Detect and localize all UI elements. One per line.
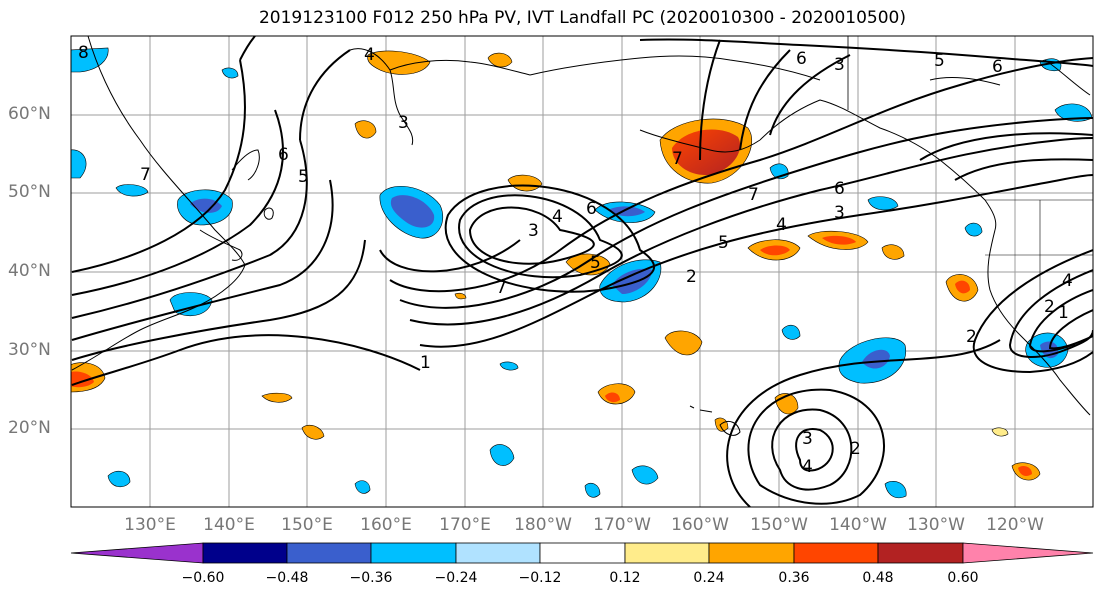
contour-label: 5 bbox=[298, 167, 309, 187]
lon-label: 150°W bbox=[750, 515, 808, 535]
lon-label: 160°W bbox=[671, 515, 729, 535]
lon-label: 160°E bbox=[360, 515, 412, 535]
contour-label: 1 bbox=[1058, 303, 1069, 323]
colorbar-tick-label: 0.36 bbox=[778, 570, 810, 586]
colorbar-swatch bbox=[793, 542, 879, 564]
contour-label: 5 bbox=[934, 51, 945, 71]
contour-label: 5 bbox=[590, 253, 601, 273]
contour-label: 7 bbox=[140, 165, 151, 185]
colorbar-tick-label: 0.24 bbox=[693, 570, 725, 586]
lon-label: 130°W bbox=[907, 515, 965, 535]
colorbar-tick-label: −0.24 bbox=[434, 570, 478, 586]
lat-label: 50°N bbox=[8, 182, 51, 202]
contour-label: 6 bbox=[992, 57, 1003, 77]
contour-label: 6 bbox=[278, 145, 289, 165]
contour-label: 7 bbox=[496, 278, 507, 298]
colorbar-extend-high bbox=[962, 542, 1094, 564]
contour-label: 3 bbox=[528, 221, 539, 241]
lat-label: 60°N bbox=[8, 104, 51, 124]
colorbar-tick-label: 0.60 bbox=[947, 570, 979, 586]
lon-label: 150°E bbox=[281, 515, 333, 535]
colorbar-swatch bbox=[539, 542, 626, 564]
colorbar bbox=[70, 542, 1094, 564]
contour-label: 6 bbox=[796, 49, 807, 69]
pv-contours bbox=[71, 36, 1093, 507]
contour-label: 2 bbox=[966, 327, 977, 347]
colorbar-tick-label: −0.48 bbox=[265, 570, 309, 586]
contour-label: 6 bbox=[834, 179, 845, 199]
contour-label: 2 bbox=[850, 439, 861, 459]
contour-label: 4 bbox=[776, 215, 787, 235]
contour-label: 7 bbox=[748, 185, 759, 205]
lon-label: 120°W bbox=[986, 515, 1044, 535]
contour-label: 3 bbox=[834, 203, 845, 223]
lon-label: 170°W bbox=[593, 515, 651, 535]
colorbar-tick-label: 0.48 bbox=[862, 570, 894, 586]
colorbar-swatch bbox=[877, 542, 964, 564]
map-frame bbox=[70, 35, 1094, 508]
lon-label: 130°E bbox=[124, 515, 176, 535]
colorbar-swatch bbox=[286, 542, 372, 564]
contour-label: 8 bbox=[78, 43, 89, 63]
contour-label: 2 bbox=[686, 267, 697, 287]
lat-label: 20°N bbox=[8, 418, 51, 438]
map-title: 2019123100 F012 250 hPa PV, IVT Landfall… bbox=[258, 8, 906, 28]
lat-label: 40°N bbox=[8, 261, 51, 281]
colorbar-extend-low bbox=[70, 542, 204, 564]
contour-label: 4 bbox=[1062, 271, 1073, 291]
colorbar-swatch bbox=[202, 542, 288, 564]
lon-label: 180°W bbox=[514, 515, 572, 535]
contour-label: 4 bbox=[364, 45, 375, 65]
contour-label: 4 bbox=[802, 457, 813, 477]
contour-label: 5 bbox=[718, 233, 729, 253]
colorbar-tick-label: −0.60 bbox=[181, 570, 225, 586]
lat-label: 30°N bbox=[8, 340, 51, 360]
colorbar-tick-label: −0.12 bbox=[518, 570, 562, 586]
contour-label: 3 bbox=[802, 429, 813, 449]
lon-label: 170°E bbox=[439, 515, 491, 535]
contour-label: 2 bbox=[1044, 297, 1055, 317]
contour-label: 3 bbox=[834, 55, 845, 75]
contour-label: 4 bbox=[552, 207, 563, 227]
contour-label: 1 bbox=[420, 353, 431, 373]
colorbar-swatch bbox=[455, 542, 541, 564]
contour-label: 7 bbox=[672, 149, 683, 169]
shaded-anomalies bbox=[71, 47, 1093, 499]
lon-label: 140°W bbox=[829, 515, 887, 535]
colorbar-tick-label: −0.36 bbox=[349, 570, 393, 586]
colorbar-swatch bbox=[708, 542, 795, 564]
contour-labels: 8 7 6 5 4 3 1 3 4 6 7 5 2 7 3 5 6 4 3 6 … bbox=[78, 43, 1073, 477]
colorbar-swatch bbox=[370, 542, 457, 564]
contour-label: 6 bbox=[586, 199, 597, 219]
lon-label: 140°E bbox=[203, 515, 255, 535]
contour-label: 3 bbox=[398, 113, 409, 133]
colorbar-tick-label: 0.12 bbox=[609, 570, 641, 586]
colorbar-swatch bbox=[624, 542, 710, 564]
coastlines bbox=[71, 36, 1093, 436]
